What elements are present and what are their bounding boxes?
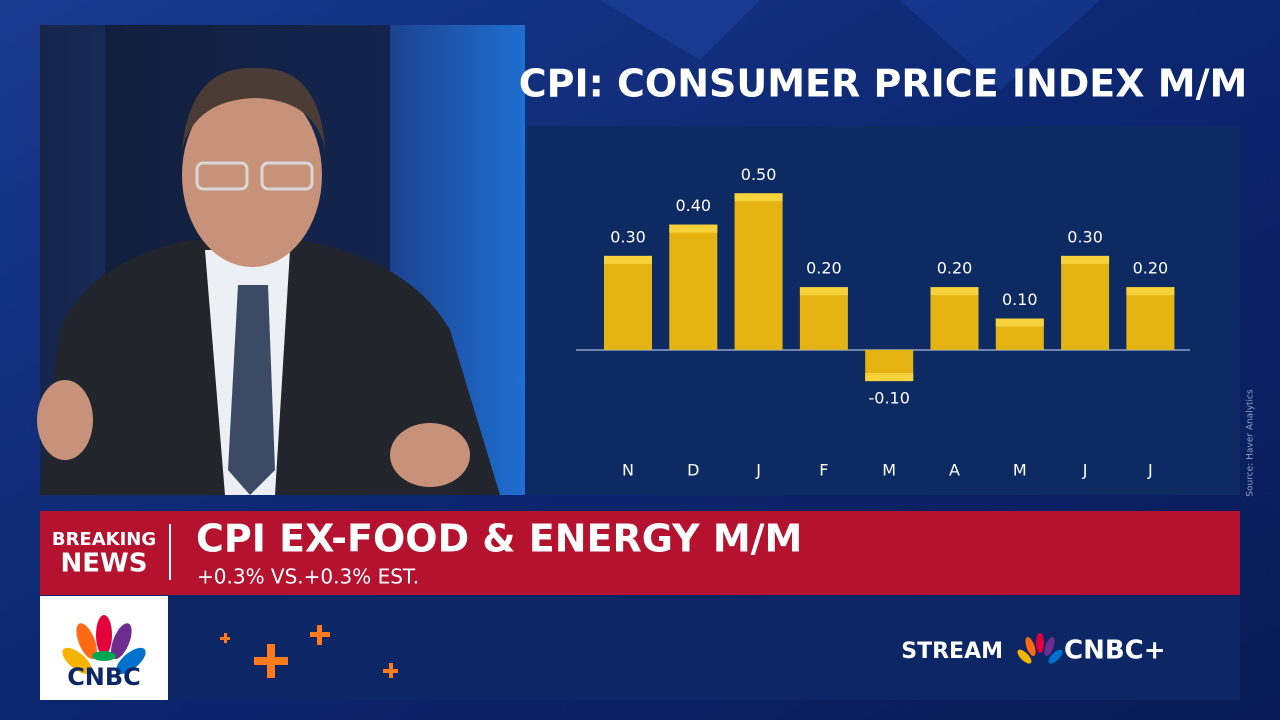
subline: +0.3% VS.+0.3% EST.: [197, 565, 419, 589]
presenter-hand: [37, 380, 93, 460]
feather: [76, 623, 97, 659]
bar: [1061, 255, 1110, 350]
x-tick-label: N: [622, 461, 634, 480]
bar-cap: [995, 318, 1044, 327]
feather: [92, 651, 116, 661]
presenter-face: [182, 83, 322, 267]
x-tick-label: J: [755, 461, 761, 480]
x-tick-label: A: [949, 461, 960, 480]
feather: [96, 615, 112, 655]
bar-cap: [799, 287, 848, 296]
headline: CPI EX-FOOD & ENERGY M/M: [196, 517, 802, 561]
stream-label: STREAM: [901, 639, 1003, 664]
bar: [604, 255, 652, 350]
bar-cap: [604, 255, 652, 264]
value-label: 0.50: [741, 165, 777, 184]
video-feed: [37, 25, 525, 495]
logo-text: CNBC: [67, 663, 141, 691]
glasses: [260, 161, 314, 191]
bg-shape: [900, 0, 1100, 90]
presenter-hair: [182, 67, 325, 150]
brand-label: CNBC+: [1064, 636, 1166, 666]
mini-peacock: [1017, 633, 1063, 664]
value-label: 0.10: [1002, 290, 1038, 309]
value-label: 0.30: [610, 227, 646, 246]
chart-title: CPI: CONSUMER PRICE INDEX M/M: [519, 62, 1248, 106]
value-label: 0.20: [1133, 259, 1169, 278]
value-label: 0.40: [675, 196, 711, 215]
feather: [116, 647, 146, 675]
value-label: -0.10: [868, 389, 909, 408]
bg-shape: [600, 0, 760, 60]
bar-cap: [1061, 255, 1110, 264]
bar: [669, 224, 718, 350]
x-tick-label: F: [819, 461, 828, 480]
value-label: 0.30: [1067, 227, 1103, 246]
x-tick-label: J: [1147, 461, 1153, 480]
bar-cap: [669, 224, 718, 233]
bar-cap: [930, 287, 979, 296]
bar: [930, 287, 979, 350]
x-tick-label: J: [1082, 461, 1088, 480]
feather: [62, 647, 92, 675]
decor-plus: [220, 625, 398, 678]
feather: [111, 623, 132, 659]
presenter-hand: [390, 423, 470, 487]
source-note: Source: Haver Analytics: [1246, 389, 1256, 497]
bar-cap: [734, 193, 783, 202]
glasses: [195, 161, 249, 191]
tag-line: NEWS: [61, 549, 148, 579]
value-label: 0.20: [937, 259, 973, 278]
tag-line: BREAKING: [52, 529, 156, 550]
plot: N 0.30 D 0.40 J 0.50 F 0.20 M -0.10 A 0.20 M 0.10 J 0.3…: [604, 165, 1175, 480]
breaking-banner: [40, 511, 1240, 595]
bar: [1126, 287, 1175, 350]
bar: [799, 287, 848, 350]
x-tick-label: M: [1013, 461, 1027, 480]
bar: [734, 193, 783, 350]
x-tick-label: D: [687, 461, 699, 480]
bar-cap: [865, 373, 914, 382]
bar-cap: [1126, 287, 1175, 296]
presenter-tie: [228, 285, 275, 495]
x-tick-label: M: [882, 461, 896, 480]
peacock: [62, 615, 146, 675]
value-label: 0.20: [806, 259, 842, 278]
footer-bar: [40, 596, 1240, 700]
